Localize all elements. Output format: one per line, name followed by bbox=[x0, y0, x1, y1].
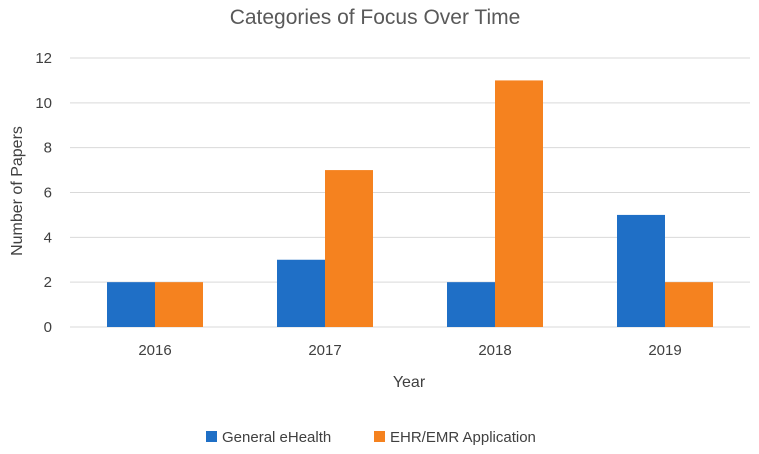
legend-label: General eHealth bbox=[222, 429, 331, 446]
bar-general-ehealth-2018 bbox=[447, 282, 495, 327]
legend-label: EHR/EMR Application bbox=[390, 429, 536, 446]
bar-ehr-emr-application-2018 bbox=[495, 80, 543, 328]
y-tick-label: 2 bbox=[44, 274, 52, 291]
y-tick-label: 4 bbox=[44, 229, 52, 246]
bar-ehr-emr-application-2016 bbox=[155, 282, 203, 327]
x-tick-label: 2019 bbox=[648, 342, 681, 359]
x-tick-label: 2016 bbox=[138, 342, 171, 359]
y-axis-title: Number of Papers bbox=[9, 126, 26, 256]
legend-swatch bbox=[374, 431, 385, 442]
x-tick-label: 2017 bbox=[308, 342, 341, 359]
bar-general-ehealth-2016 bbox=[107, 282, 155, 327]
legend-swatch bbox=[206, 431, 217, 442]
legend: General eHealth EHR/EMR Application bbox=[206, 429, 536, 446]
y-tick-label: 6 bbox=[44, 185, 52, 202]
bars bbox=[107, 80, 713, 328]
y-axis-ticks: 0 2 4 6 8 10 12 bbox=[35, 50, 52, 336]
chart-title: Categories of Focus Over Time bbox=[230, 6, 521, 29]
bar-ehr-emr-application-2017 bbox=[325, 170, 373, 327]
x-tick-label: 2018 bbox=[478, 342, 511, 359]
bar-general-ehealth-2019 bbox=[617, 214, 665, 327]
x-axis-ticks: 2016 2017 2018 2019 bbox=[138, 342, 681, 359]
x-axis-title: Year bbox=[393, 374, 426, 391]
y-tick-label: 8 bbox=[44, 140, 52, 157]
y-tick-label: 10 bbox=[35, 95, 52, 112]
y-tick-label: 12 bbox=[35, 50, 52, 67]
bar-general-ehealth-2017 bbox=[277, 259, 325, 327]
bar-ehr-emr-application-2019 bbox=[665, 282, 713, 327]
y-tick-label: 0 bbox=[44, 319, 52, 336]
